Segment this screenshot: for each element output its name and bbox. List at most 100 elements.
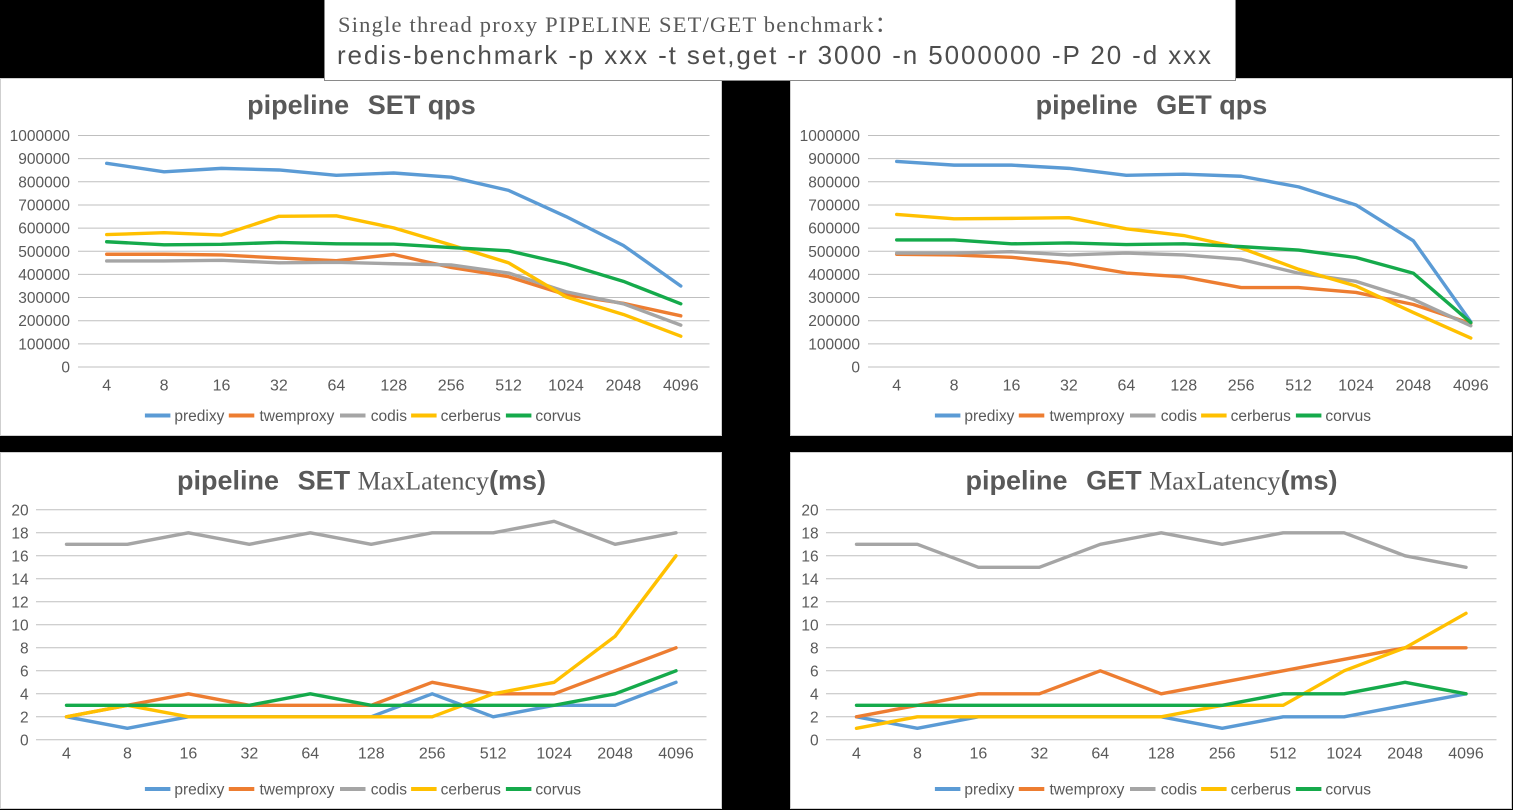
- svg-text:0: 0: [20, 732, 29, 749]
- svg-text:cerberus: cerberus: [1231, 408, 1292, 425]
- svg-text:14: 14: [11, 571, 29, 588]
- svg-text:2: 2: [20, 709, 29, 726]
- svg-text:32: 32: [1030, 746, 1048, 763]
- svg-text:twemproxy: twemproxy: [260, 782, 335, 799]
- svg-text:512: 512: [495, 378, 522, 395]
- svg-text:4096: 4096: [1453, 378, 1489, 395]
- svg-text:256: 256: [419, 746, 446, 763]
- svg-text:600000: 600000: [808, 221, 860, 238]
- svg-text:twemproxy: twemproxy: [1050, 782, 1125, 799]
- svg-text:32: 32: [240, 746, 258, 763]
- svg-text:8: 8: [20, 640, 29, 657]
- svg-text:6: 6: [20, 663, 29, 680]
- svg-text:800000: 800000: [808, 174, 860, 191]
- svg-text:700000: 700000: [18, 197, 70, 214]
- svg-text:16: 16: [969, 746, 987, 763]
- svg-text:64: 64: [327, 378, 345, 395]
- svg-text:900000: 900000: [808, 151, 860, 168]
- svg-text:2048: 2048: [606, 378, 642, 395]
- svg-text:8: 8: [123, 746, 132, 763]
- svg-text:pipeline SET MaxLatency(ms): pipeline SET MaxLatency(ms): [177, 466, 546, 496]
- svg-text:20: 20: [801, 502, 819, 519]
- svg-text:900000: 900000: [18, 151, 70, 168]
- svg-text:predixy: predixy: [174, 782, 224, 799]
- svg-text:4: 4: [20, 686, 29, 703]
- svg-text:12: 12: [801, 594, 818, 611]
- svg-text:32: 32: [270, 378, 288, 395]
- svg-text:16: 16: [179, 746, 197, 763]
- svg-text:300000: 300000: [808, 290, 860, 307]
- svg-text:4: 4: [852, 746, 861, 763]
- svg-text:corvus: corvus: [535, 782, 581, 799]
- svg-text:0: 0: [61, 360, 70, 377]
- svg-text:cerberus: cerberus: [1231, 782, 1292, 799]
- svg-text:200000: 200000: [808, 313, 860, 330]
- svg-text:cerberus: cerberus: [441, 782, 502, 799]
- svg-text:twemproxy: twemproxy: [1050, 408, 1125, 425]
- svg-text:2048: 2048: [597, 746, 633, 763]
- svg-text:256: 256: [438, 378, 465, 395]
- svg-text:64: 64: [1091, 746, 1109, 763]
- svg-text:512: 512: [1285, 378, 1312, 395]
- svg-text:600000: 600000: [18, 221, 70, 238]
- svg-text:4: 4: [102, 378, 111, 395]
- svg-text:128: 128: [358, 746, 385, 763]
- svg-text:corvus: corvus: [1325, 408, 1371, 425]
- svg-text:4096: 4096: [1448, 746, 1484, 763]
- svg-text:2048: 2048: [1396, 378, 1432, 395]
- svg-text:4096: 4096: [663, 378, 699, 395]
- svg-text:128: 128: [1170, 378, 1197, 395]
- svg-text:14: 14: [801, 571, 819, 588]
- svg-text:twemproxy: twemproxy: [260, 408, 335, 425]
- svg-text:16: 16: [801, 548, 818, 565]
- svg-text:corvus: corvus: [535, 408, 581, 425]
- svg-text:8: 8: [913, 746, 922, 763]
- svg-text:16: 16: [213, 378, 231, 395]
- svg-text:1000000: 1000000: [800, 128, 861, 145]
- svg-text:64: 64: [1117, 378, 1135, 395]
- svg-text:18: 18: [11, 525, 28, 542]
- svg-text:300000: 300000: [18, 290, 70, 307]
- svg-text:128: 128: [1148, 746, 1175, 763]
- svg-text:4: 4: [810, 686, 819, 703]
- svg-text:512: 512: [480, 746, 507, 763]
- svg-text:corvus: corvus: [1325, 782, 1371, 799]
- svg-text:8: 8: [160, 378, 169, 395]
- svg-text:500000: 500000: [18, 244, 70, 261]
- svg-text:predixy: predixy: [174, 408, 224, 425]
- svg-text:codis: codis: [1161, 782, 1197, 799]
- svg-text:8: 8: [950, 378, 959, 395]
- svg-text:cerberus: cerberus: [441, 408, 502, 425]
- svg-text:4: 4: [62, 746, 71, 763]
- svg-text:1024: 1024: [1338, 378, 1374, 395]
- svg-text:500000: 500000: [808, 244, 860, 261]
- svg-text:20: 20: [11, 502, 29, 519]
- svg-text:codis: codis: [371, 408, 407, 425]
- svg-text:10: 10: [801, 617, 819, 634]
- svg-text:pipeline GET MaxLatency(ms): pipeline GET MaxLatency(ms): [965, 466, 1337, 496]
- svg-text:0: 0: [851, 360, 860, 377]
- svg-text:4096: 4096: [658, 746, 694, 763]
- svg-text:0: 0: [810, 732, 819, 749]
- svg-text:10: 10: [11, 617, 29, 634]
- svg-text:6: 6: [810, 663, 819, 680]
- svg-text:64: 64: [301, 746, 319, 763]
- svg-text:128: 128: [380, 378, 407, 395]
- svg-text:2048: 2048: [1387, 746, 1423, 763]
- svg-text:18: 18: [801, 525, 818, 542]
- svg-text:256: 256: [1228, 378, 1255, 395]
- svg-text:1024: 1024: [536, 746, 572, 763]
- svg-text:512: 512: [1270, 746, 1297, 763]
- svg-text:100000: 100000: [18, 336, 70, 353]
- svg-text:16: 16: [11, 548, 28, 565]
- svg-text:400000: 400000: [808, 267, 860, 284]
- svg-text:predixy: predixy: [964, 782, 1014, 799]
- svg-text:codis: codis: [1161, 408, 1197, 425]
- svg-text:16: 16: [1003, 378, 1021, 395]
- svg-text:400000: 400000: [18, 267, 70, 284]
- svg-text:8: 8: [810, 640, 819, 657]
- svg-text:200000: 200000: [18, 313, 70, 330]
- svg-text:1000000: 1000000: [10, 128, 71, 145]
- svg-text:700000: 700000: [808, 197, 860, 214]
- svg-text:1024: 1024: [548, 378, 584, 395]
